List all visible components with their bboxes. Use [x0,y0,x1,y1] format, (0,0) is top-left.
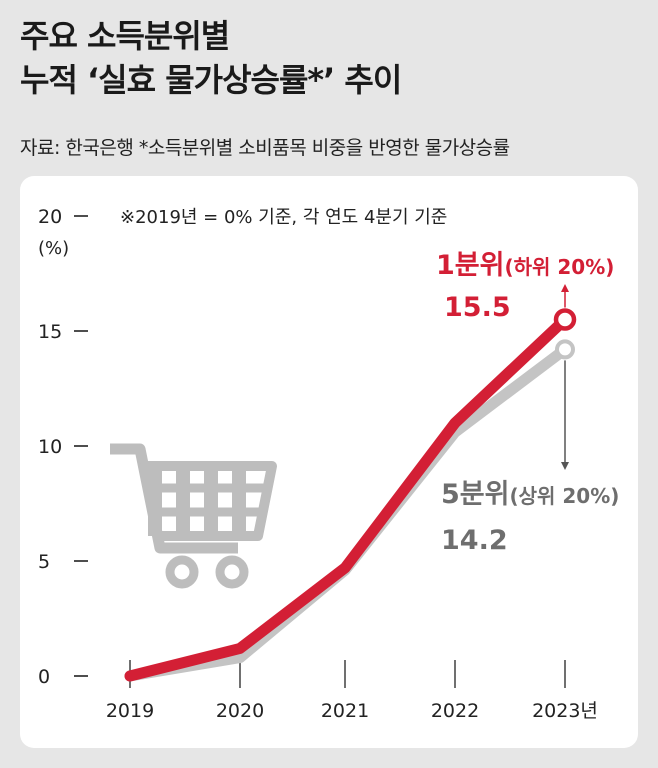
title-line-2: 누적 ‘실효 물가상승률*’ 추이 [20,61,402,99]
title-line-1: 주요 소득분위별 [20,17,230,55]
x-tick-label: 2021 [321,700,369,722]
data-point-5th-quintile-2023 [555,339,575,360]
arrow-head-1st-quintile [561,284,569,292]
axis-note: ※2019년 = 0% 기준, 각 연도 4분기 기준 [120,207,447,228]
y-tick-label: 20 [38,206,62,228]
y-tick-label: 15 [38,321,62,343]
series-label-1st-quintile: 1분위(하위 20%) [436,250,614,281]
y-axis-unit: (%) [38,238,69,259]
value-label-1st-quintile: 15.5 [444,292,511,323]
value-label-5th-quintile: 14.2 [441,525,508,556]
source-note: 자료: 한국은행 *소득분위별 소비품목 비중을 반영한 물가상승률 [20,137,510,159]
x-tick-label: 2022 [431,700,479,722]
series-line-1st-quintile [124,314,571,682]
chart-card [20,176,638,748]
x-tick-label: 2019 [106,700,154,722]
y-tick-label: 0 [38,666,50,688]
y-tick-label: 5 [38,551,50,573]
y-tick-label: 10 [38,436,62,458]
arrow-head-5th-quintile [561,462,569,470]
x-tick-label: 2023년 [532,700,598,722]
x-tick-label: 2020 [216,700,264,722]
data-point-1st-quintile-2023 [553,308,577,331]
series-label-5th-quintile: 5분위(상위 20%) [441,479,619,510]
chart-title: 주요 소득분위별 누적 ‘실효 물가상승률*’ 추이 [20,14,402,102]
shopping-cart-icon [110,443,277,589]
